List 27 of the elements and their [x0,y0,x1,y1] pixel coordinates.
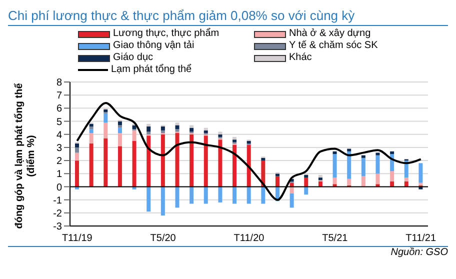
y-tick-label: -2 [53,208,62,220]
chart-title: Chi phí lương thực & thực phẩm giảm 0,08% so với cùng kỳ [8,8,448,26]
legend-label: Lương thực, thực phẩm [113,28,220,40]
y-tick-label: 4 [56,130,62,141]
x-tick-label: T11/21 [406,233,436,244]
y-tick-label: 1 [56,169,62,180]
x-tick-label: T5/20 [150,233,176,244]
y-tick-label: 0 [56,182,62,194]
y-tick-label: -1 [53,195,62,206]
y-tick-label: 3 [56,143,62,154]
x-tick-label: T5/21 [322,233,348,244]
legend-label: Khác [289,52,312,64]
y-tick-label: 5 [56,116,62,128]
x-tick-label: T11/20 [234,233,265,244]
text: Nguồn: GSO [390,247,448,258]
y-tick-label: 8 [56,78,62,89]
legend-label: Giáo dục [113,52,154,64]
legend-label: Lạm phát tổng thể [111,64,192,76]
y-tick-label: 7 [56,90,62,102]
x-tick-label: T11/19 [62,233,93,244]
legend-label: Nhà ở & xây dựng [289,28,371,40]
legend-label: Giao thông vận tải [113,40,194,52]
y-tick-label: 2 [56,156,62,168]
y-tick-label: 6 [56,104,62,115]
y-axis-title: đóng góp và lạm phát tổng thể (điểm %) [13,82,37,229]
y-tick-label: -3 [53,222,62,233]
legend-label: Y tế & chăm sóc SK [289,40,378,52]
